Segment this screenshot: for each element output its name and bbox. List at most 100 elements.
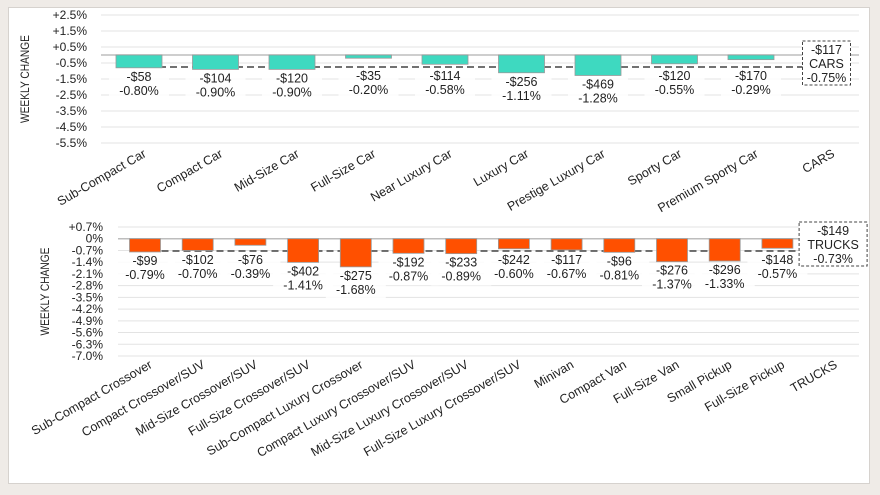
data-label-percent: -0.60%: [494, 267, 534, 281]
data-label-bg: [694, 263, 755, 294]
data-label-percent: -1.28%: [578, 91, 618, 105]
y-tick-label: -5.6%: [72, 326, 104, 340]
data-label-percent: -0.70%: [178, 267, 218, 281]
data-label-percent: -0.80%: [119, 84, 159, 98]
bar-sub-compact-luxury-crossover: [339, 238, 372, 268]
y-tick-label: -3.5%: [72, 290, 104, 304]
y-tick-label: -4.5%: [56, 120, 88, 134]
average-group-label: CARS: [809, 57, 844, 71]
y-tick-label: -0.5%: [56, 56, 88, 70]
data-label-bg: [642, 263, 702, 294]
data-label-dollar: -$192: [393, 255, 425, 269]
y-tick-label: -0.7%: [72, 243, 104, 257]
data-label-dollar: -$96: [607, 254, 632, 268]
data-label-bg: [185, 71, 246, 102]
data-label-percent: -1.68%: [336, 283, 376, 297]
y-tick-label: +1.5%: [53, 24, 88, 38]
y-tick-label: -3.5%: [56, 104, 88, 118]
bar-compact-car: [192, 54, 239, 70]
data-label-dollar: -$469: [582, 77, 614, 91]
chart-cars: +2.5% +1.5% +0.5% -0.5% -1.5% -2.5% -3.5% -4.5%…: [19, 8, 859, 215]
data-label-percent: -0.87%: [389, 269, 429, 283]
data-label-bg: [568, 77, 628, 108]
data-label-bg: [167, 252, 228, 283]
data-label-dollar: -$76: [238, 253, 263, 267]
x-tick-label: Sub-Compact Car: [55, 146, 149, 208]
data-label-bg: [262, 71, 322, 102]
data-label-percent: -0.57%: [758, 267, 798, 281]
data-label-dollar: -$58: [126, 70, 151, 84]
average-group-label: TRUCKS: [807, 238, 858, 252]
data-label-dollar: -$242: [498, 253, 530, 267]
bar-full-size-crossover-suv: [287, 238, 320, 263]
bar-mid-size-luxury-crossover-suv: [445, 238, 478, 255]
data-label-percent: -1.37%: [652, 278, 692, 292]
bar-full-size-car: [345, 54, 392, 59]
x-tick-label: TRUCKS: [788, 357, 840, 395]
y-tick-label: -4.9%: [72, 314, 104, 328]
data-label-bg: [325, 268, 386, 299]
data-label-percent: -1.11%: [502, 89, 541, 103]
data-label-dollar: -$117: [551, 253, 582, 267]
bar-minivan: [550, 238, 583, 251]
data-label-dollar: -$148: [761, 253, 793, 267]
data-label-bg: [644, 69, 705, 99]
data-label-bg: [378, 255, 439, 286]
y-tick-label: 0%: [86, 232, 104, 246]
bar-full-size-pickup: [761, 238, 794, 249]
x-tick-label: Mid-Size Car: [232, 146, 302, 194]
data-label-percent: -0.81%: [599, 268, 639, 282]
y-tick-label: -4.2%: [72, 302, 104, 316]
data-label-bg: [273, 264, 334, 295]
data-label-percent: -0.90%: [272, 85, 312, 99]
chart-card: +2.5% +1.5% +0.5% -0.5% -1.5% -2.5% -3.5% -4.5%…: [8, 7, 870, 484]
data-label-percent: -1.33%: [705, 277, 745, 291]
y-tick-label: -6.3%: [72, 337, 104, 351]
average-percent-label: -0.75%: [807, 71, 847, 85]
data-label-percent: -0.89%: [441, 270, 481, 284]
data-label-percent: -1.41%: [283, 278, 323, 292]
chart-canvas: +2.5% +1.5% +0.5% -0.5% -1.5% -2.5% -3.5% -4.5%…: [19, 8, 868, 460]
x-tick-label: Full-Size Car: [308, 146, 378, 194]
average-summary-box: [802, 40, 851, 86]
data-label-percent: -0.67%: [547, 267, 587, 281]
data-label-dollar: -$104: [200, 71, 232, 85]
data-label-dollar: -$120: [276, 71, 308, 85]
bar-mid-size-crossover-suv: [234, 238, 267, 246]
data-label-percent: -0.90%: [196, 85, 236, 99]
bar-premium-sporty-car: [727, 54, 775, 61]
x-tick-label: Near Luxury Car: [368, 146, 454, 204]
average-dollar-label: -$117: [811, 43, 842, 57]
data-label-bg: [589, 254, 650, 285]
bar-prestige-luxury-car: [574, 54, 622, 76]
y-tick-label: -1.5%: [56, 72, 88, 86]
bar-near-luxury-car: [421, 54, 469, 65]
y-tick-label: -7.0%: [72, 349, 104, 363]
bar-sub-compact-car: [115, 54, 163, 69]
data-label-bg: [338, 69, 399, 99]
y-axis-label: WEEKLY CHANGE: [19, 35, 32, 123]
average-percent-label: -0.73%: [813, 252, 853, 266]
x-tick-label: Minivan: [532, 357, 576, 391]
y-tick-label: -2.8%: [72, 279, 104, 293]
data-label-dollar: -$296: [709, 263, 741, 277]
y-tick-label: -2.1%: [72, 267, 104, 281]
x-tick-label: Compact Car: [154, 146, 225, 195]
data-label-dollar: -$114: [429, 69, 460, 83]
y-axis-label: WEEKLY CHANGE: [39, 248, 52, 336]
data-label-percent: -0.29%: [731, 83, 771, 97]
data-label-percent: -0.58%: [425, 83, 465, 97]
data-label-bg: [115, 253, 175, 284]
bar-compact-van: [603, 238, 636, 253]
y-tick-label: -1.4%: [72, 255, 104, 269]
data-label-percent: -0.39%: [231, 267, 271, 281]
data-label-bg: [220, 252, 281, 283]
x-tick-label: Sporty Car: [625, 146, 684, 188]
data-label-bg: [431, 255, 492, 286]
data-label-dollar: -$233: [445, 256, 477, 270]
data-label-bg: [491, 74, 552, 105]
chart-trucks: +0.7%0%-0.7%-1.4%-2.1%-2.8%-3.5%-4.2%-4.…: [29, 220, 868, 460]
data-label-bg: [483, 252, 544, 283]
data-label-dollar: -$35: [356, 69, 381, 83]
data-label-dollar: -$170: [735, 69, 767, 83]
